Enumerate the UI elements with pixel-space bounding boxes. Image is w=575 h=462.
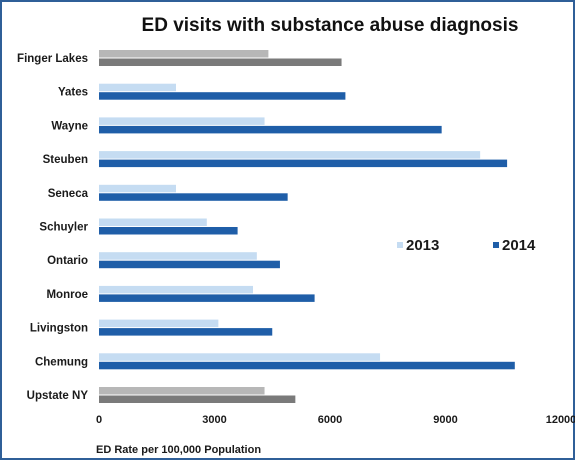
category-label-chemung: Chemung [35,356,88,368]
x-tick-label-12000: 12000 [546,414,575,426]
bar-wayne-2014 [99,125,442,134]
bar-steuben-2014 [99,159,508,168]
x-axis-title: ED Rate per 100,000 Population [96,444,261,456]
bar-schuyler-2014 [99,227,238,235]
bar-ontario-2013 [99,252,257,260]
category-label-seneca: Seneca [48,188,89,200]
category-label-wayne: Wayne [51,120,88,132]
category-labels: Finger Lakes Yates Wayne Steuben Seneca Schuy… [17,53,89,402]
legend-label-2014: 2014 [502,237,536,254]
bar-chemung-2014 [99,361,515,370]
bar-schuyler-2013 [99,218,207,226]
bar-upstate-ny-2014 [99,395,296,403]
bar-yates-2014 [99,92,346,100]
category-label-steuben: Steuben [43,154,88,166]
bar-finger-lakes-2014 [99,58,342,66]
bar-ontario-2014 [99,260,280,269]
x-tick-label-3000: 3000 [202,414,226,426]
bar-finger-lakes-2013 [99,50,269,58]
x-tick-label-0: 0 [96,414,102,426]
bars-layer [99,50,515,403]
bar-chemung-2013 [99,353,381,361]
legend-label-2013: 2013 [406,237,439,254]
category-label-monroe: Monroe [46,289,88,301]
bar-steuben-2013 [99,151,481,159]
bar-seneca-2014 [99,193,288,201]
bar-yates-2013 [99,83,176,92]
legend-swatch-2014 [493,242,499,248]
bar-monroe-2014 [99,294,315,302]
category-label-finger-lakes: Finger Lakes [17,53,88,65]
legend-swatch-2013 [397,242,403,248]
x-tick-label-6000: 6000 [318,414,342,426]
category-label-upstate-ny: Upstate NY [27,390,89,402]
bar-livingston-2014 [99,328,273,336]
x-axis-ticks: 0 3000 6000 9000 12000 [96,414,575,426]
bar-wayne-2013 [99,117,265,125]
bar-monroe-2013 [99,285,253,294]
category-label-ontario: Ontario [47,255,88,267]
bar-seneca-2013 [99,184,176,193]
legend: 2013 2014 [397,237,536,254]
category-label-livingston: Livingston [30,323,88,335]
bar-livingston-2013 [99,319,219,328]
chart-title: ED visits with substance abuse diagnosis [142,15,519,36]
category-label-yates: Yates [58,87,88,99]
category-label-schuyler: Schuyler [39,222,88,234]
x-tick-label-9000: 9000 [433,414,457,426]
bar-upstate-ny-2013 [99,387,265,395]
